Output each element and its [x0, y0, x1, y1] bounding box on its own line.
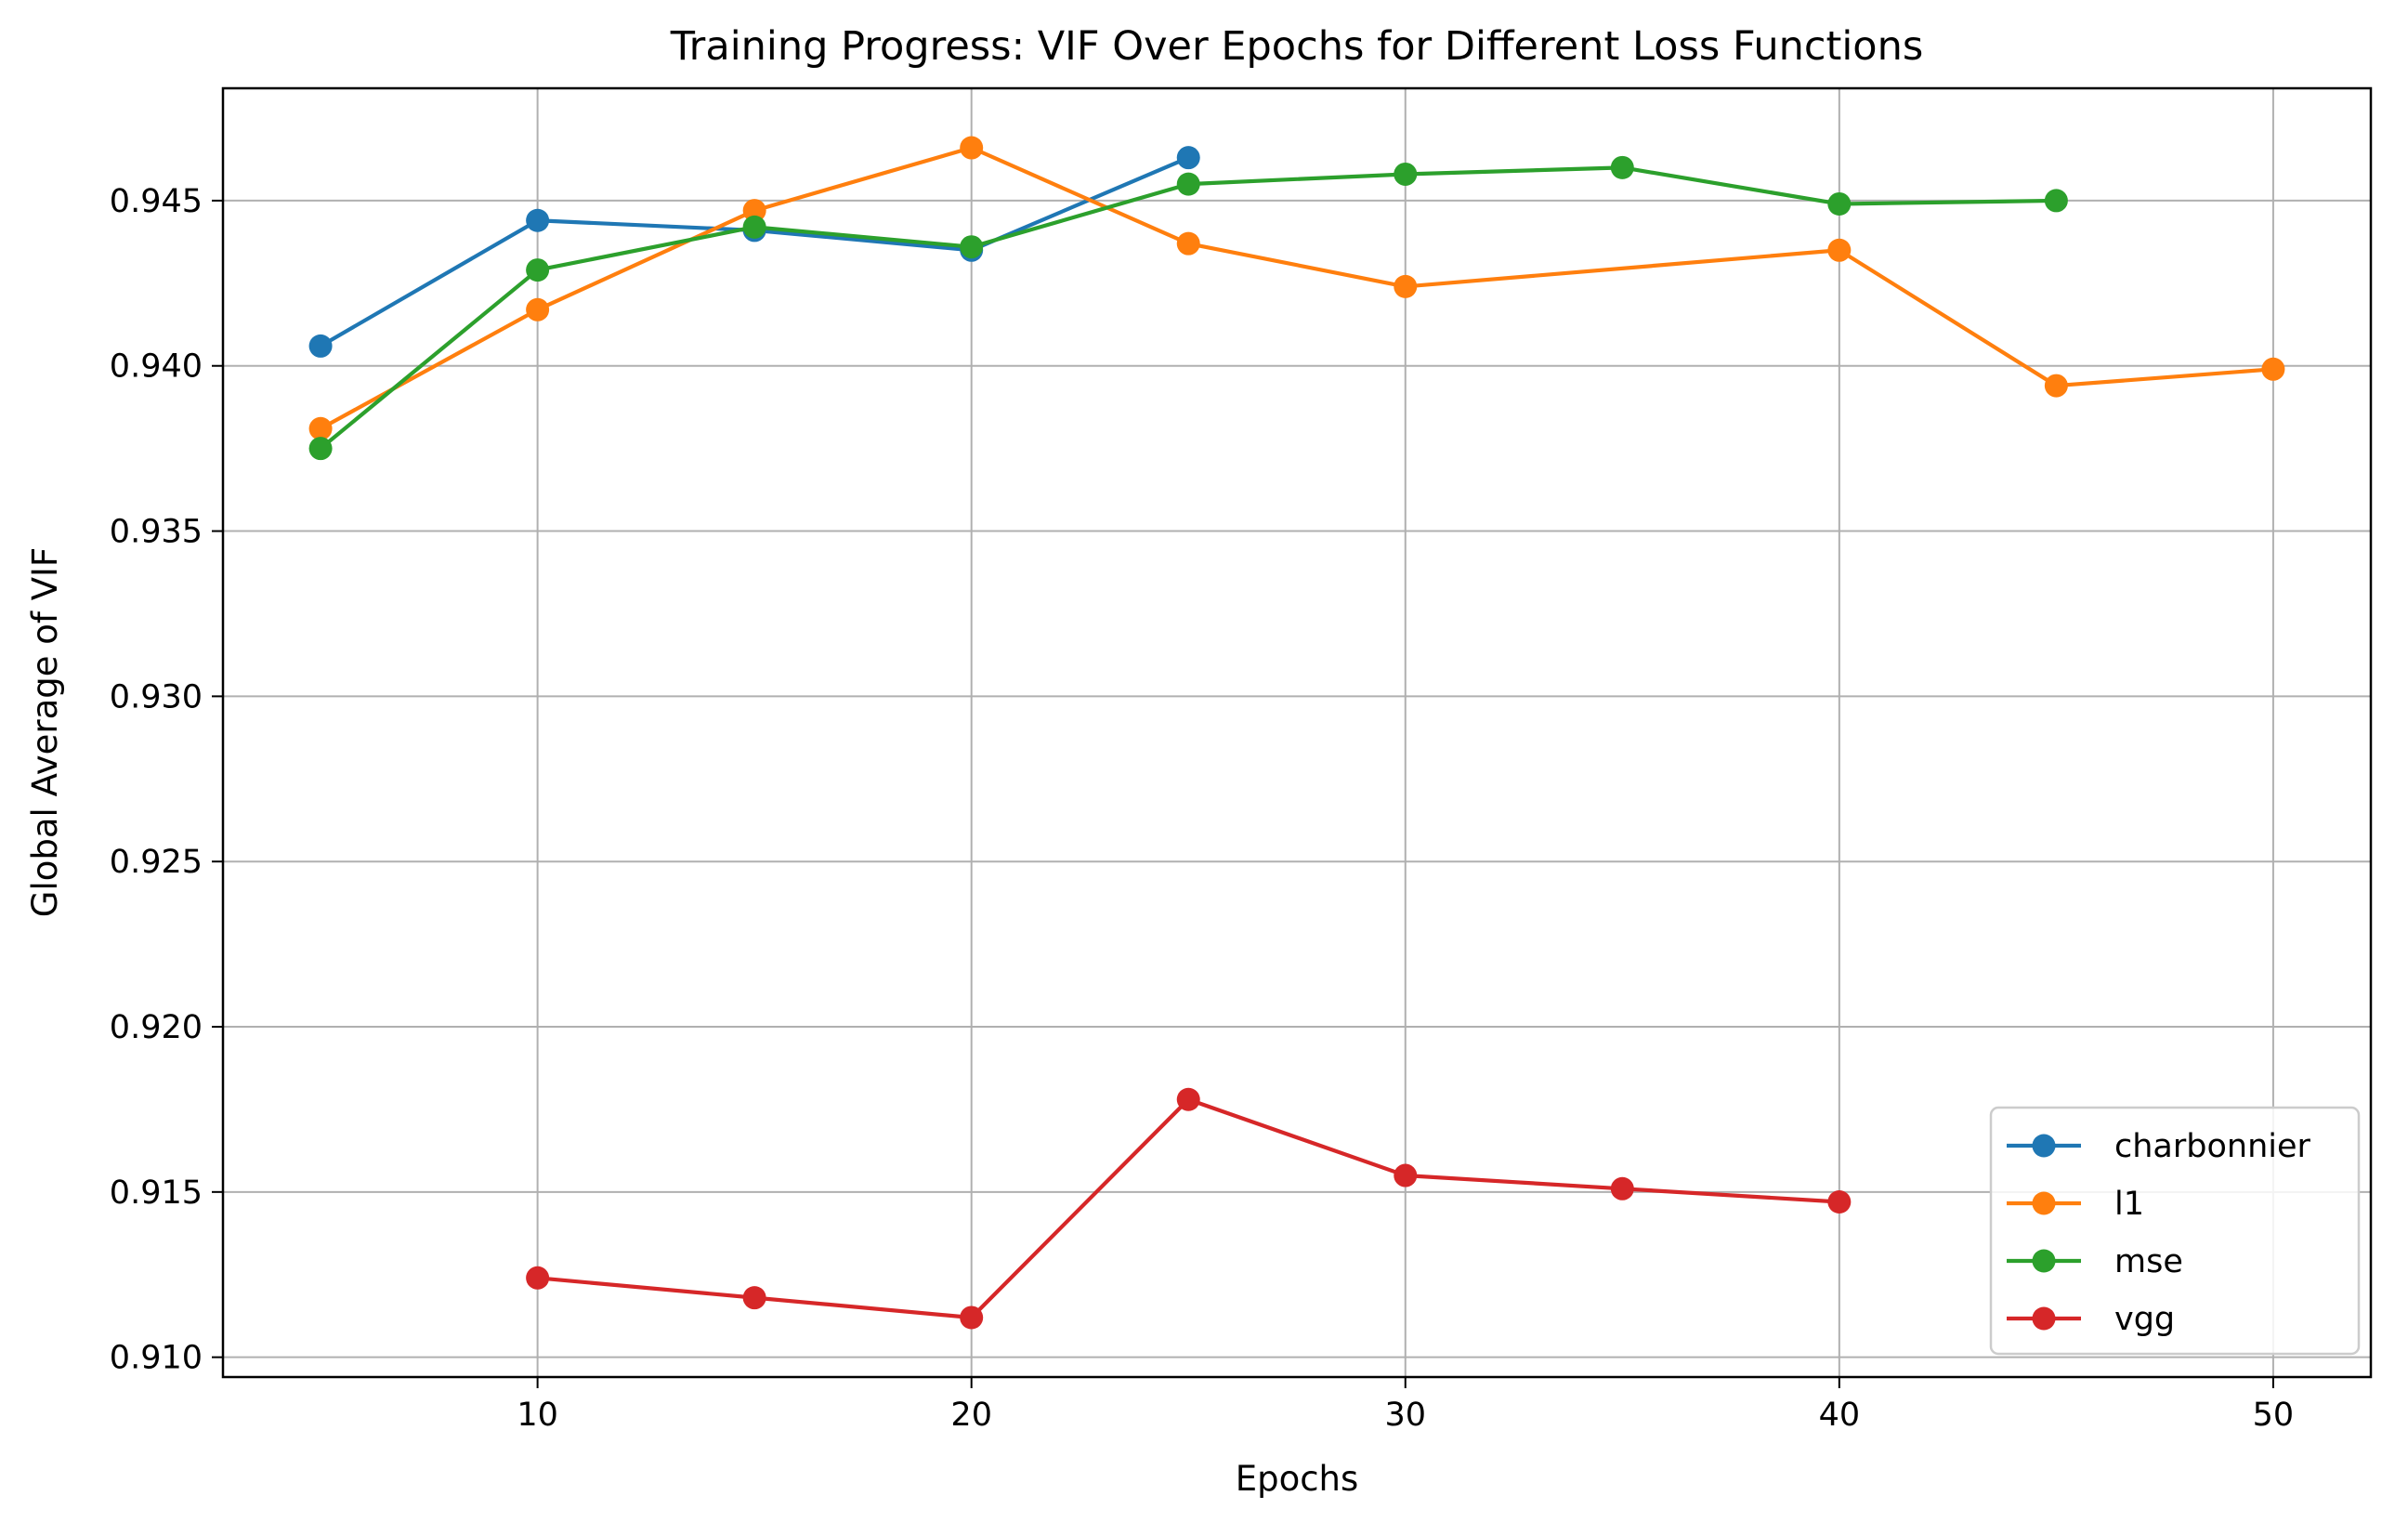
legend-label: mse [2114, 1243, 2183, 1280]
y-tick-label: 0.940 [110, 348, 203, 386]
legend-box [1989, 1106, 2361, 1356]
data-point-mse [1176, 172, 1200, 196]
legend-entry-vgg: vgg [2007, 1301, 2175, 1338]
series-group [308, 136, 2285, 1330]
data-point-l1 [308, 416, 333, 440]
data-point-vgg [1610, 1176, 1634, 1201]
data-point-l1 [1394, 274, 1418, 298]
data-point-charbonnier [526, 208, 550, 232]
legend-marker [2032, 1191, 2056, 1215]
data-point-l1 [2044, 374, 2068, 398]
x-tick-label: 20 [950, 1397, 992, 1434]
x-axis-label: Epochs [1236, 1459, 1359, 1499]
data-point-charbonnier [308, 334, 333, 358]
legend-entry-charbonnier: charbonnier [2007, 1128, 2311, 1165]
data-point-l1 [526, 297, 550, 321]
legend-entry-l1: l1 [2007, 1186, 2144, 1223]
y-axis-label: Global Average of VIF [25, 547, 65, 917]
x-tick-label: 40 [1819, 1397, 1861, 1434]
data-point-charbonnier [1176, 146, 1200, 170]
legend: charbonnier l1 mse vgg [1989, 1106, 2361, 1356]
y-tick-label: 0.930 [110, 678, 203, 715]
x-tick-label: 10 [517, 1397, 558, 1434]
chart-title: Training Progress: VIF Over Epochs for D… [670, 23, 1924, 70]
y-tick-label: 0.945 [110, 183, 203, 220]
legend-marker [2032, 1306, 2056, 1331]
legend-marker [2032, 1249, 2056, 1273]
data-point-mse [308, 437, 333, 461]
legend-entry-mse: mse [2007, 1243, 2183, 1280]
data-point-mse [1394, 162, 1418, 186]
data-point-mse [1610, 155, 1634, 179]
axis-ticks: 10 20 30 40 50 0.910 0.915 0.920 0.925 0.930 0.935… [110, 183, 2294, 1434]
data-point-l1 [1176, 231, 1200, 256]
data-point-l1 [742, 199, 766, 223]
series-mse [308, 155, 2068, 461]
data-point-vgg [1176, 1087, 1200, 1111]
data-point-vgg [1827, 1190, 1852, 1214]
data-point-vgg [960, 1306, 984, 1330]
y-tick-label: 0.920 [110, 1009, 203, 1046]
series-vgg [526, 1087, 1852, 1330]
legend-label: l1 [2114, 1186, 2144, 1223]
y-tick-label: 0.925 [110, 844, 203, 881]
y-tick-label: 0.910 [110, 1340, 203, 1377]
data-point-vgg [526, 1266, 550, 1290]
y-tick-label: 0.915 [110, 1174, 203, 1212]
data-point-mse [2044, 189, 2068, 213]
data-point-vgg [1394, 1163, 1418, 1187]
data-point-l1 [1827, 238, 1852, 262]
data-point-mse [960, 235, 984, 259]
data-point-l1 [2261, 357, 2285, 381]
data-point-mse [526, 258, 550, 282]
data-point-mse [742, 215, 766, 239]
legend-marker [2032, 1134, 2056, 1158]
series-l1 [308, 136, 2285, 440]
data-point-mse [1827, 191, 1852, 216]
legend-label: vgg [2114, 1301, 2175, 1338]
plot-frame [221, 86, 2373, 1379]
legend-label: charbonnier [2114, 1128, 2311, 1165]
data-point-vgg [742, 1286, 766, 1310]
data-point-l1 [960, 136, 984, 160]
x-tick-label: 30 [1384, 1397, 1426, 1434]
x-tick-label: 50 [2253, 1397, 2295, 1434]
y-tick-label: 0.935 [110, 514, 203, 551]
